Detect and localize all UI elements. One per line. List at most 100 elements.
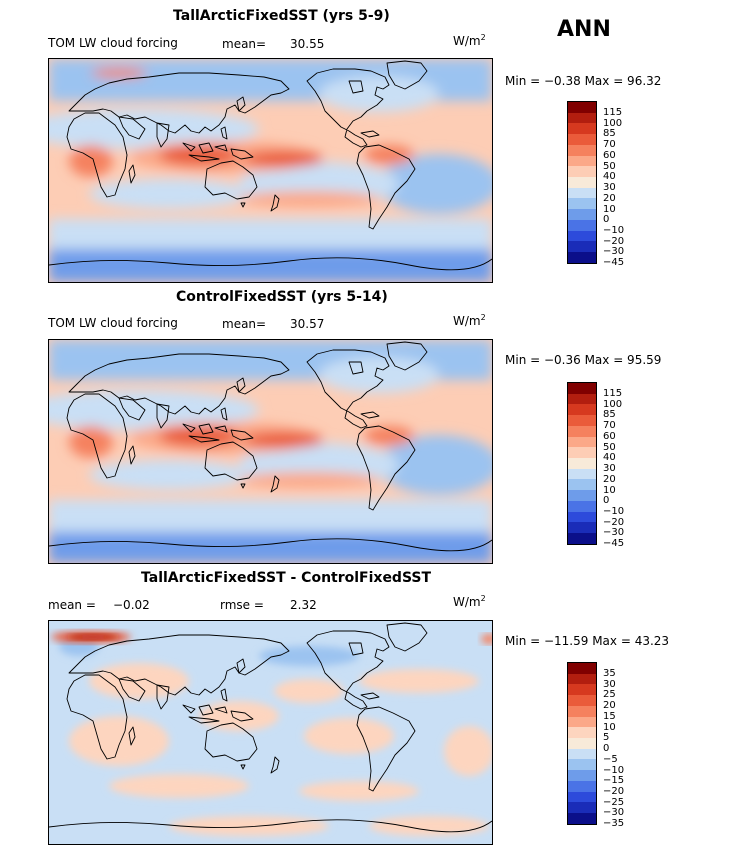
colorbar-swatch <box>568 166 596 178</box>
panel1-mean-value: 30.55 <box>290 37 325 51</box>
colorbar-tick-label: 85 <box>603 128 616 140</box>
colorbar-swatch <box>568 705 596 717</box>
colorbar-tick-label: −30 <box>603 246 625 258</box>
colorbar-tick-label: 25 <box>603 689 616 701</box>
panel2-units: W/m2 <box>453 313 486 328</box>
panel3-rmse-label: rmse = <box>220 598 264 612</box>
colorbar-swatch <box>568 663 596 674</box>
colorbar-swatch <box>568 468 596 480</box>
colorbar-swatch <box>568 241 596 253</box>
panel3-map <box>48 620 493 845</box>
colorbar-swatch <box>568 383 596 394</box>
colorbar-tick-label: 115 <box>603 388 623 399</box>
panel1-colorbar <box>567 101 597 264</box>
colorbar-swatch <box>568 511 596 523</box>
colorbar-tick-label: 0 <box>603 743 610 755</box>
colorbar-swatch <box>568 522 596 534</box>
panel2-title: ControlFixedSST (yrs 5-14) <box>176 289 388 305</box>
colorbar-tick-label: 0 <box>603 495 610 507</box>
colorbar-tick-label: 30 <box>603 182 616 194</box>
panel1-minmax: Min = −0.38 Max = 96.32 <box>505 74 662 88</box>
colorbar-tick-label: 40 <box>603 452 616 464</box>
colorbar-swatch <box>568 716 596 728</box>
colorbar-swatch <box>568 155 596 167</box>
colorbar-tick-label: −20 <box>603 235 625 247</box>
colorbar-swatch <box>568 458 596 469</box>
colorbar-tick-label: −20 <box>603 516 625 528</box>
colorbar-swatch <box>568 209 596 220</box>
colorbar-swatch <box>568 533 596 544</box>
panel3-rmse-value: 2.32 <box>290 598 317 612</box>
colorbar-tick-label: 70 <box>603 420 616 432</box>
colorbar-tick-label: 0 <box>603 214 610 226</box>
colorbar-tick-label: 20 <box>603 192 616 204</box>
colorbar-swatch <box>568 112 596 124</box>
colorbar-swatch <box>568 134 596 145</box>
colorbar-swatch <box>568 490 596 501</box>
panel2-variable: TOM LW cloud forcing <box>48 316 178 330</box>
colorbar-tick-label: −10 <box>603 764 625 776</box>
colorbar-tick-label: 100 <box>603 398 623 410</box>
colorbar-tick-label: −25 <box>603 796 625 808</box>
colorbar-tick-label: 100 <box>603 117 623 129</box>
colorbar-tick-label: −5 <box>603 753 618 765</box>
colorbar-swatch <box>568 404 596 416</box>
colorbar-swatch <box>568 230 596 242</box>
colorbar-swatch <box>568 500 596 512</box>
colorbar-tick-label: 10 <box>603 484 616 496</box>
colorbar-tick-label: 40 <box>603 171 616 183</box>
colorbar-tick-label: 30 <box>603 463 616 475</box>
season-label: ANN <box>557 17 611 42</box>
panel1-title: TallArcticFixedSST (yrs 5-9) <box>173 8 390 24</box>
panel2-mean-label: mean= <box>222 317 267 331</box>
colorbar-swatch <box>568 770 596 781</box>
colorbar-tick-label: 50 <box>603 160 616 172</box>
colorbar-tick-label: −30 <box>603 807 625 819</box>
panel1-units: W/m2 <box>453 33 486 48</box>
colorbar-tick-label: −10 <box>603 225 625 237</box>
colorbar-swatch <box>568 102 596 113</box>
colorbar-swatch <box>568 791 596 803</box>
colorbar-swatch <box>568 177 596 188</box>
colorbar-tick-label: −15 <box>603 775 625 787</box>
panel1-map <box>48 58 493 283</box>
colorbar-tick-label: 20 <box>603 700 616 712</box>
colorbar-swatch <box>568 727 596 739</box>
colorbar-tick-label: 115 <box>603 107 623 118</box>
colorbar-tick-label: 10 <box>603 721 616 733</box>
colorbar-swatch <box>568 187 596 199</box>
panel1-variable: TOM LW cloud forcing <box>48 36 178 50</box>
colorbar-swatch <box>568 393 596 405</box>
colorbar-swatch <box>568 436 596 448</box>
panel3-colorbar <box>567 662 597 825</box>
colorbar-swatch <box>568 415 596 426</box>
colorbar-swatch <box>568 252 596 263</box>
panel2-colorbar <box>567 382 597 545</box>
colorbar-tick-label: 10 <box>603 203 616 215</box>
colorbar-tick-label: 60 <box>603 430 616 442</box>
colorbar-tick-label: 50 <box>603 441 616 453</box>
colorbar-swatch <box>568 738 596 749</box>
colorbar-swatch <box>568 695 596 706</box>
panel2-map <box>48 339 493 564</box>
colorbar-swatch <box>568 219 596 231</box>
panel3-minmax: Min = −11.59 Max = 43.23 <box>505 634 670 648</box>
colorbar-swatch <box>568 684 596 696</box>
colorbar-tick-label: 15 <box>603 710 616 722</box>
colorbar-tick-label: 30 <box>603 678 616 690</box>
colorbar-swatch <box>568 447 596 459</box>
colorbar-tick-label: 60 <box>603 149 616 161</box>
colorbar-tick-label: −10 <box>603 506 625 518</box>
colorbar-swatch <box>568 759 596 771</box>
panel3-mean-value: −0.02 <box>113 598 150 612</box>
panel3-mean-label: mean = <box>48 598 96 612</box>
colorbar-swatch <box>568 802 596 814</box>
colorbar-tick-label: −20 <box>603 786 625 798</box>
colorbar-swatch <box>568 144 596 156</box>
colorbar-swatch <box>568 479 596 491</box>
colorbar-tick-label: 85 <box>603 409 616 421</box>
colorbar-tick-label: 5 <box>603 732 610 744</box>
colorbar-swatch <box>568 780 596 792</box>
colorbar-swatch <box>568 673 596 685</box>
colorbar-swatch <box>568 123 596 135</box>
